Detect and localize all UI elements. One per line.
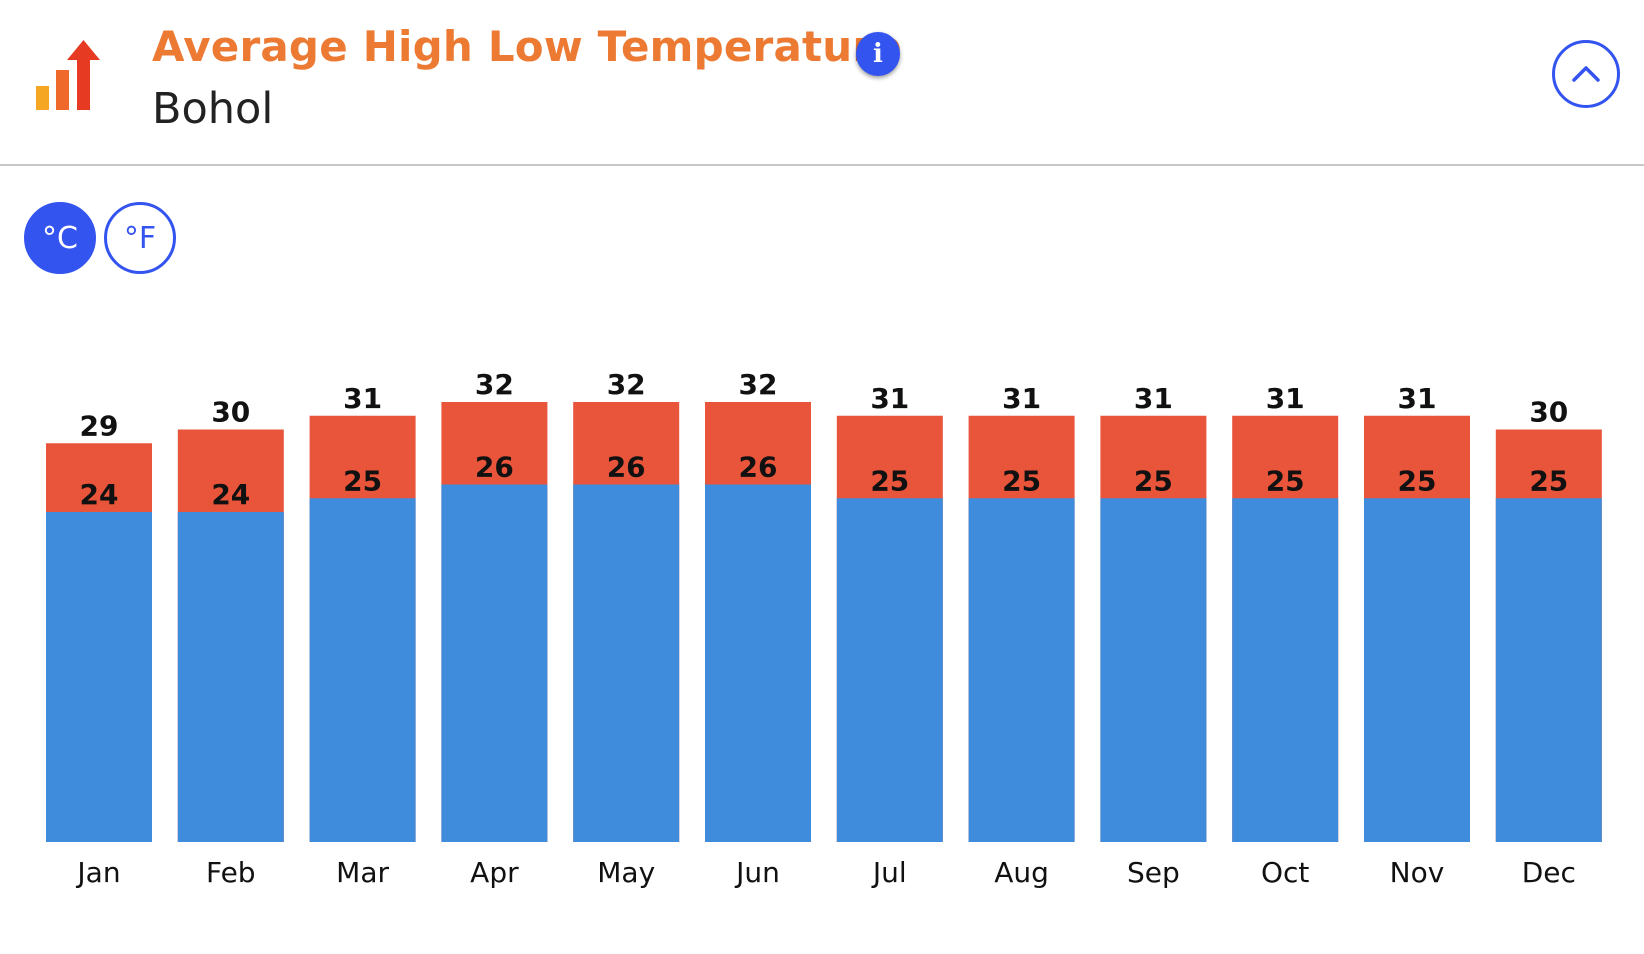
low-value-label: 26 [607, 451, 646, 484]
low-value-label: 25 [1266, 464, 1305, 497]
bar-low-nov [1364, 498, 1470, 842]
low-value-label: 25 [1529, 464, 1568, 497]
bar-low-mar [309, 498, 416, 842]
bar-low-sep [1100, 498, 1207, 842]
bar-low-jul [836, 498, 943, 842]
bar-low-aug [968, 498, 1075, 842]
low-value-label: 24 [80, 478, 119, 511]
location-subtitle: Bohol [152, 84, 274, 134]
month-label-jul: Jul [871, 856, 907, 889]
month-label-mar: Mar [336, 856, 389, 889]
month-label-aug: Aug [994, 856, 1049, 889]
high-value-label: 31 [870, 382, 909, 415]
bar-low-dec [1495, 498, 1602, 842]
month-label-nov: Nov [1390, 856, 1445, 889]
chevron-up-icon [1572, 66, 1600, 82]
low-value-label: 26 [475, 451, 514, 484]
high-value-label: 29 [80, 409, 119, 442]
month-label-dec: Dec [1522, 856, 1576, 889]
header: Average High Low Temperature Bohol i [0, 0, 1644, 166]
low-value-label: 25 [1398, 464, 1437, 497]
temperature-bar-chart: 29 24 Jan 30 24 Feb 31 25 Mar 32 26 Apr 32 26 May 32 26 J… [46, 368, 1602, 889]
low-value-label: 24 [211, 478, 250, 511]
high-value-label: 30 [1529, 396, 1568, 429]
bar-low-apr [441, 484, 548, 842]
bar-low-may [573, 484, 680, 842]
bar-low-feb [177, 512, 284, 842]
high-value-label: 31 [1398, 382, 1437, 415]
celsius-toggle-button[interactable]: °C [24, 202, 96, 274]
month-label-jan: Jan [75, 856, 120, 889]
low-value-label: 25 [1134, 464, 1173, 497]
high-value-label: 31 [343, 382, 382, 415]
month-label-may: May [597, 856, 655, 889]
month-label-oct: Oct [1261, 856, 1309, 889]
high-value-label: 30 [211, 396, 250, 429]
month-label-apr: Apr [470, 856, 519, 889]
month-label-jun: Jun [734, 856, 780, 889]
bar-low-oct [1232, 498, 1339, 842]
collapse-button[interactable] [1552, 40, 1620, 108]
bar-chart-up-arrow-icon [36, 40, 100, 110]
month-label-sep: Sep [1127, 856, 1180, 889]
high-value-label: 31 [1266, 382, 1305, 415]
month-label-feb: Feb [206, 856, 256, 889]
low-value-label: 25 [870, 464, 909, 497]
fahrenheit-toggle-button[interactable]: °F [104, 202, 176, 274]
info-icon[interactable]: i [856, 32, 900, 76]
high-value-label: 32 [607, 368, 646, 401]
page-title: Average High Low Temperature [152, 22, 902, 71]
low-value-label: 25 [1002, 464, 1041, 497]
bar-low-jan [46, 512, 152, 842]
bar-low-jun [705, 484, 811, 842]
high-value-label: 31 [1134, 382, 1173, 415]
high-value-label: 31 [1002, 382, 1041, 415]
low-value-label: 26 [739, 451, 778, 484]
low-value-label: 25 [343, 464, 382, 497]
high-value-label: 32 [739, 368, 778, 401]
high-value-label: 32 [475, 368, 514, 401]
